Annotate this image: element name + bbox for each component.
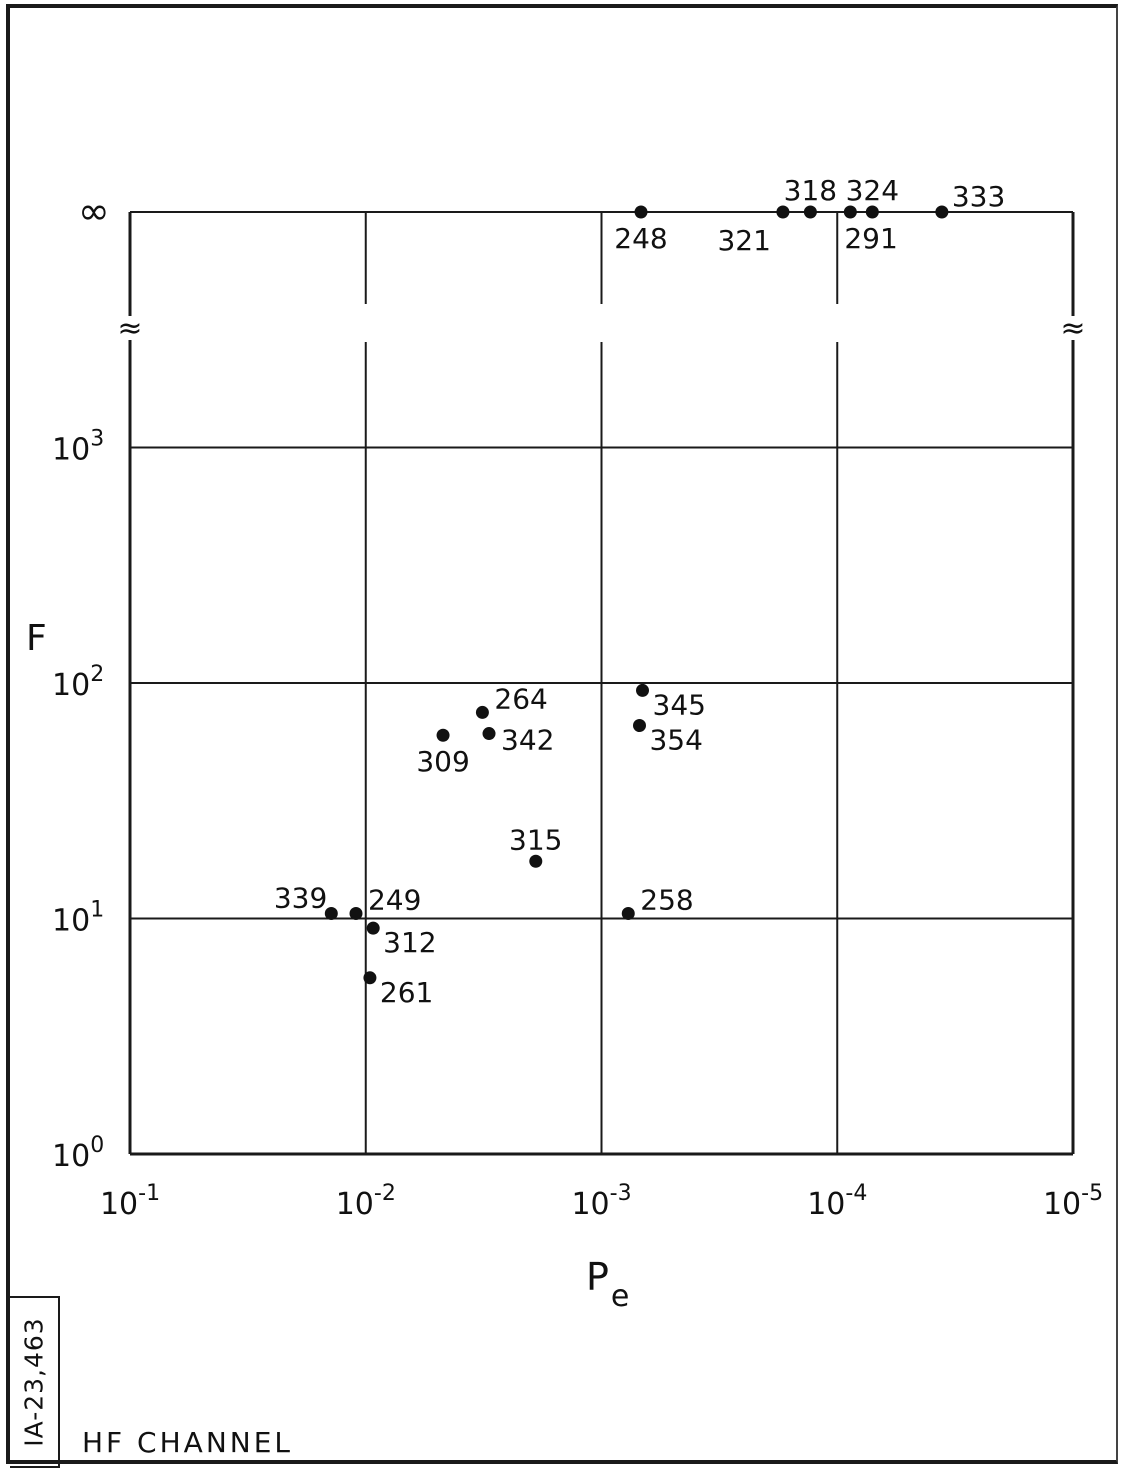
point-label-258: 258 [640, 884, 693, 917]
y-tick-base: 10 [52, 433, 90, 468]
y-tick-label: 103 [52, 427, 104, 468]
point-label-309: 309 [416, 745, 469, 778]
point-label-354: 354 [649, 723, 702, 756]
x-tick-label: 10-2 [336, 1181, 396, 1222]
data-point-309 [436, 728, 450, 742]
point-label-312: 312 [383, 926, 436, 959]
data-point-248 [634, 205, 648, 219]
point-label-264: 264 [494, 682, 547, 715]
data-point-333 [935, 205, 949, 219]
data-point-345 [636, 683, 650, 697]
x-tick-exponent: -1 [138, 1181, 160, 1206]
data-point-264 [475, 705, 489, 719]
x-tick-label: 10-3 [571, 1181, 631, 1222]
x-axis-label: Pe [586, 1255, 629, 1314]
y-tick-exponent: 3 [90, 427, 104, 452]
x-tick-exponent: -3 [610, 1181, 632, 1206]
x-tick-label: 10-4 [807, 1181, 867, 1222]
data-point-291 [843, 205, 857, 219]
point-label-261: 261 [380, 976, 433, 1009]
data-point-249 [349, 907, 363, 921]
figure-id: IA-23,463 [19, 1317, 49, 1447]
point-label-342: 342 [501, 724, 554, 757]
point-label-321: 321 [717, 224, 770, 257]
point-label-291: 291 [844, 222, 897, 255]
y-tick-exponent: 0 [90, 1133, 104, 1158]
grid [128, 211, 1075, 1156]
data-point-342 [482, 727, 496, 741]
point-label-333: 333 [952, 180, 1005, 213]
x-tick-label: 10-1 [100, 1181, 160, 1222]
y-tick-base: 10 [52, 668, 90, 703]
point-label-324: 324 [846, 174, 899, 207]
axis-break-symbol: ≈ [1060, 311, 1085, 346]
y-tick-label: 101 [52, 898, 104, 939]
data-point-315 [529, 854, 543, 868]
x-axis-label-subscript: e [611, 1279, 629, 1314]
point-label-248: 248 [614, 222, 667, 255]
y-tick-label: 100 [52, 1133, 104, 1174]
x-tick-base: 10 [100, 1187, 138, 1222]
x-axis-label-main: P [586, 1255, 609, 1299]
data-point-324 [865, 205, 879, 219]
data-point-258 [621, 907, 635, 921]
x-tick-exponent: -5 [1081, 1181, 1103, 1206]
y-tick-base: 10 [52, 1139, 90, 1174]
point-label-249: 249 [368, 884, 421, 917]
figure-frame [6, 4, 1118, 1464]
data-point-354 [632, 718, 646, 732]
x-tick-exponent: -4 [845, 1181, 867, 1206]
data-point-312 [366, 921, 380, 935]
y-tick-exponent: 1 [90, 898, 104, 923]
point-label-318: 318 [784, 174, 837, 207]
x-tick-label: 10-5 [1043, 1181, 1103, 1222]
x-tick-base: 10 [807, 1187, 845, 1222]
point-label-315: 315 [509, 823, 562, 856]
x-tick-base: 10 [1043, 1187, 1081, 1222]
x-tick-exponent: -2 [374, 1181, 396, 1206]
y-infinity-label: ∞ [78, 189, 110, 233]
point-label-339: 339 [274, 882, 327, 915]
y-tick-base: 10 [52, 904, 90, 939]
y-tick-label: 102 [52, 662, 104, 703]
data-point-261 [363, 971, 377, 985]
x-tick-base: 10 [336, 1187, 374, 1222]
data-point-339 [324, 907, 338, 921]
x-tick-base: 10 [571, 1187, 609, 1222]
y-tick-exponent: 2 [90, 662, 104, 687]
data-point-318 [803, 205, 817, 219]
axis-break-symbol: ≈ [117, 311, 142, 346]
chart-caption: HF CHANNEL [82, 1426, 294, 1459]
point-label-345: 345 [653, 688, 706, 721]
data-point-321 [776, 205, 790, 219]
figure-id-box: IA-23,463 [10, 1296, 60, 1468]
y-axis-label: F [26, 618, 47, 659]
